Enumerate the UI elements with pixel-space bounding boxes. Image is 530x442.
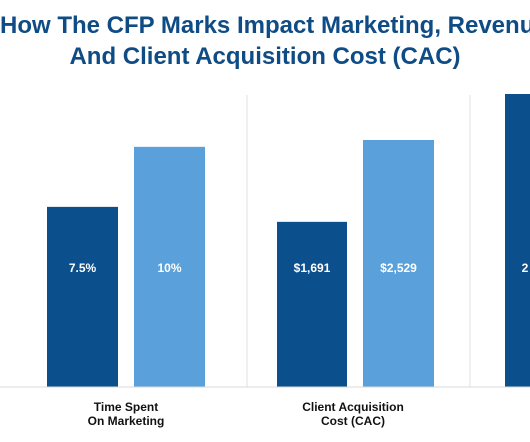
bar-value-label: 2 <box>522 261 529 275</box>
bar <box>277 221 347 387</box>
bar-value-label: 7.5% <box>69 261 97 275</box>
chart-title-line-2: And Client Acquisition Cost (CAC) <box>69 43 461 70</box>
bar <box>505 94 530 387</box>
category-label: On Marketing <box>88 414 165 428</box>
bar <box>363 140 434 387</box>
bar-value-label: $1,691 <box>294 261 331 275</box>
bar <box>134 146 205 387</box>
chart-title: How The CFP Marks Impact Marketing, Reve… <box>0 10 530 72</box>
bar <box>47 206 118 387</box>
category-label: Time Spent <box>94 400 158 414</box>
category-label: Client Acquisition <box>302 400 404 414</box>
category-label: Cost (CAC) <box>321 414 385 428</box>
bar-value-label: $2,529 <box>380 261 417 275</box>
chart-title-line-1: How The CFP Marks Impact Marketing, Reve… <box>0 12 530 39</box>
bar-value-label: 10% <box>157 261 181 275</box>
